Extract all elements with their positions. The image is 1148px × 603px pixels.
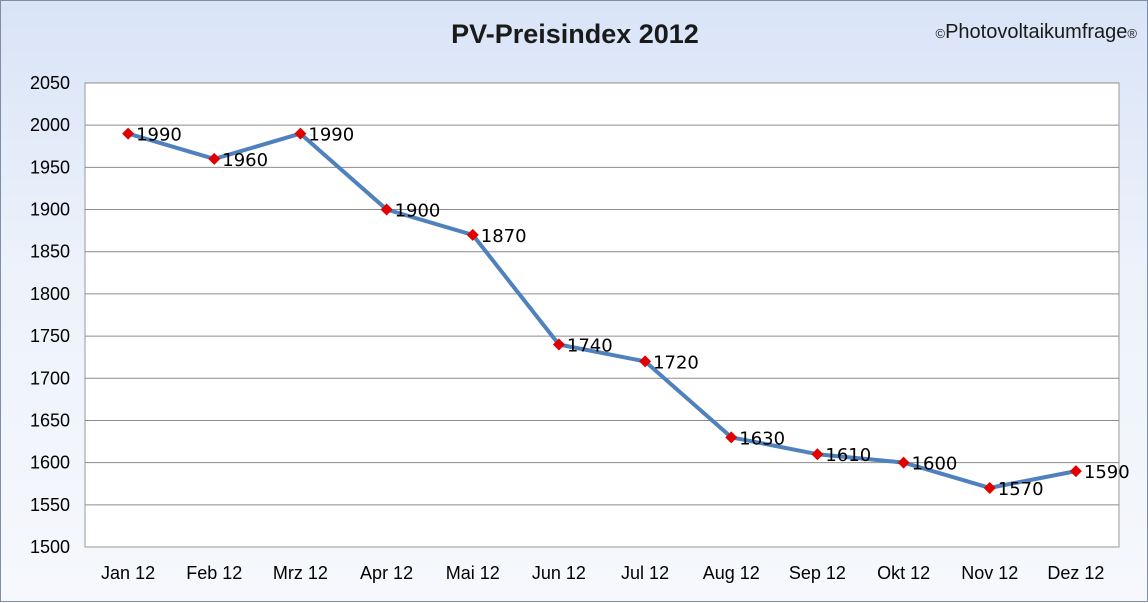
y-tick-label: 1650 (30, 410, 70, 430)
plot-area (84, 82, 1120, 548)
y-tick-label: 2050 (30, 73, 70, 93)
series-line (127, 131, 1077, 490)
y-tick-label: 1550 (30, 495, 70, 515)
y-tick-label: 1500 (30, 537, 70, 557)
y-tick-label: 2000 (30, 115, 70, 135)
x-tick-label: Dez 12 (1047, 563, 1104, 583)
x-tick-label: Jan 12 (101, 563, 155, 583)
chart-title: PV-Preisindex 2012 (451, 19, 699, 49)
y-tick-label: 1750 (30, 326, 70, 346)
data-point (639, 355, 652, 368)
data-label: 1720 (653, 352, 699, 373)
data-point (122, 127, 135, 140)
x-tick-label: Okt 12 (877, 563, 930, 583)
x-tick-label: Nov 12 (961, 563, 1018, 583)
x-tick-label: Jul 12 (621, 563, 669, 583)
x-tick-label: Aug 12 (703, 563, 760, 583)
copyright-text: Photovoltaikumfrage (945, 21, 1128, 43)
data-point (725, 431, 738, 444)
y-tick-label: 1900 (30, 200, 70, 220)
data-point (552, 338, 565, 351)
y-tick-label: 1800 (30, 284, 70, 304)
y-tick-label: 1850 (30, 242, 70, 262)
data-point (897, 456, 910, 469)
data-point (380, 203, 393, 216)
data-label: 1870 (481, 226, 527, 247)
x-tick-label: Sep 12 (789, 563, 846, 583)
registered-symbol: ® (1127, 26, 1137, 41)
copyright-notice: ©Photovoltaikumfrage® (935, 21, 1137, 44)
copyright-symbol: © (935, 26, 946, 41)
data-label: 1960 (222, 150, 268, 171)
data-point (208, 152, 221, 165)
data-point (1069, 465, 1082, 478)
data-label: 1570 (998, 479, 1044, 500)
data-label: 1600 (912, 454, 958, 475)
x-tick-label: Jun 12 (532, 563, 586, 583)
x-tick-label: Feb 12 (186, 563, 242, 583)
data-point (294, 127, 307, 140)
data-label: 1900 (395, 201, 441, 222)
data-label: 1990 (136, 125, 182, 146)
data-point (811, 448, 824, 461)
data-point (466, 228, 479, 241)
data-label: 1990 (308, 125, 354, 146)
data-point (983, 481, 996, 494)
y-tick-label: 1600 (30, 453, 70, 473)
x-tick-label: Apr 12 (360, 563, 413, 583)
data-label: 1590 (1084, 462, 1130, 483)
data-label: 1740 (567, 336, 613, 357)
y-tick-label: 1700 (30, 368, 70, 388)
x-tick-label: Mrz 12 (273, 563, 328, 583)
x-tick-label: Mai 12 (446, 563, 500, 583)
y-tick-label: 1950 (30, 157, 70, 177)
data-label: 1610 (825, 445, 871, 466)
data-label: 1630 (739, 428, 785, 449)
